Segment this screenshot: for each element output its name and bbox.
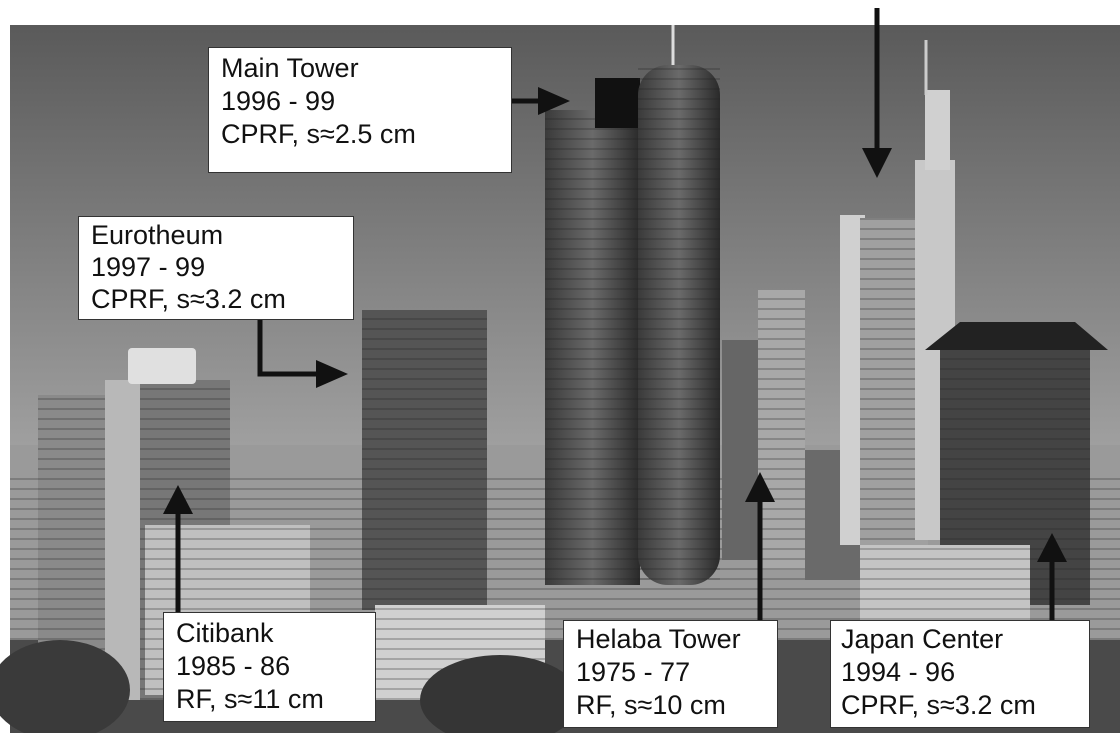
label-detail: CPRF, s≈3.2 cm: [91, 283, 353, 315]
label-detail: RF, s≈10 cm: [576, 689, 777, 722]
label-years: 1975 - 77: [576, 656, 777, 689]
label-box: Helaba Tower 1975 - 77 RF, s≈10 cm: [563, 620, 778, 728]
label-years: 1994 - 96: [841, 656, 1089, 689]
label-title: Helaba Tower: [576, 623, 777, 656]
label-box: Citibank 1985 - 86 RF, s≈11 cm: [163, 612, 376, 722]
label-title: Main Tower: [221, 52, 511, 85]
label-detail: RF, s≈11 cm: [176, 683, 375, 716]
label-detail: CPRF, s≈3.2 cm: [841, 689, 1089, 722]
label-title: Japan Center: [841, 623, 1089, 656]
page: Main Tower 1996 - 99 CPRF, s≈2.5 cm Euro…: [0, 0, 1120, 733]
label-box: Eurotheum 1997 - 99 CPRF, s≈3.2 cm: [78, 216, 354, 320]
label-years: 1985 - 86: [176, 650, 375, 683]
label-years: 1996 - 99: [221, 85, 511, 118]
label-box: Japan Center 1994 - 96 CPRF, s≈3.2 cm: [830, 620, 1090, 728]
label-box: Main Tower 1996 - 99 CPRF, s≈2.5 cm: [208, 47, 512, 173]
label-title: Eurotheum: [91, 219, 353, 251]
label-years: 1997 - 99: [91, 251, 353, 283]
label-detail: CPRF, s≈2.5 cm: [221, 118, 511, 151]
label-title: Citibank: [176, 617, 375, 650]
